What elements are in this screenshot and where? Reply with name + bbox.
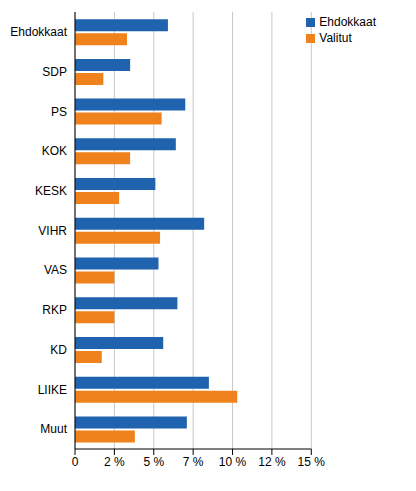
svg-text:Ehdokkaat: Ehdokkaat: [10, 25, 67, 39]
svg-text:KOK: KOK: [42, 144, 67, 158]
svg-text:SDP: SDP: [42, 65, 67, 79]
svg-text:5 %: 5 %: [143, 455, 164, 469]
html-text:Ehdokkaat: Ehdokkaat: [319, 15, 376, 29]
svg-text:PS: PS: [51, 105, 67, 119]
svg-text:VIHR: VIHR: [38, 224, 67, 238]
svg-text:LIIKE: LIIKE: [38, 383, 67, 397]
html-text:Valitut: Valitut: [319, 31, 352, 45]
svg-text:0: 0: [72, 455, 79, 469]
svg-text:RKP: RKP: [42, 303, 67, 317]
svg-text:2 %: 2 %: [104, 455, 125, 469]
svg-text:10 %: 10 %: [219, 455, 247, 469]
svg-text:12 %: 12 %: [258, 455, 286, 469]
svg-text:15 %: 15 %: [298, 455, 326, 469]
svg-text:Muut: Muut: [40, 422, 67, 436]
svg-text:7 %: 7 %: [183, 455, 204, 469]
svg-text:VAS: VAS: [44, 263, 67, 277]
svg-text:KESK: KESK: [35, 184, 67, 198]
svg-text:KD: KD: [50, 343, 67, 357]
